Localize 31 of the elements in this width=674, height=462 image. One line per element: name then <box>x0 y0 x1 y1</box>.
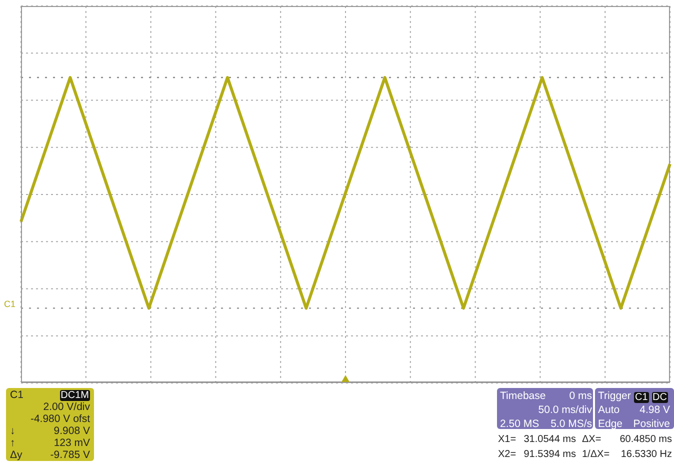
text: Trigger <box>598 390 631 402</box>
text: Δy <box>10 449 22 461</box>
text: Timebase <box>500 390 546 402</box>
text: X2= <box>498 449 516 460</box>
text: 5.0 MS/s <box>550 418 592 430</box>
text: C1 <box>634 392 649 403</box>
text: C1 <box>4 298 16 309</box>
text: ↓ <box>10 425 16 437</box>
text: X1= <box>498 434 516 445</box>
text: 1/ΔX= <box>582 449 610 460</box>
text: 50.0 ms/div <box>538 404 592 416</box>
text: 123 mV <box>54 437 90 449</box>
text: 9.908 V <box>54 425 90 437</box>
text: Positive <box>633 418 670 430</box>
text: ↑ <box>10 437 16 449</box>
text: DC1M <box>60 390 90 401</box>
text: 0 ms <box>569 390 592 402</box>
text: ΔX= <box>582 434 602 445</box>
text: 2.00 V/div <box>43 401 90 413</box>
text: 31.0544 ms <box>524 434 576 445</box>
text: C1 <box>10 389 24 401</box>
text: 91.5394 ms <box>524 449 576 460</box>
text: 4.98 V <box>640 404 670 416</box>
text: 2.50 MS <box>500 418 540 430</box>
text: DC <box>652 392 668 403</box>
text: -9.785 V <box>50 449 90 461</box>
text: Edge <box>598 418 623 430</box>
text: -4.980 V ofst <box>30 413 90 425</box>
text: Auto <box>598 404 620 416</box>
text: 60.4850 ms <box>620 434 672 445</box>
text: 16.5330 Hz <box>620 449 672 460</box>
